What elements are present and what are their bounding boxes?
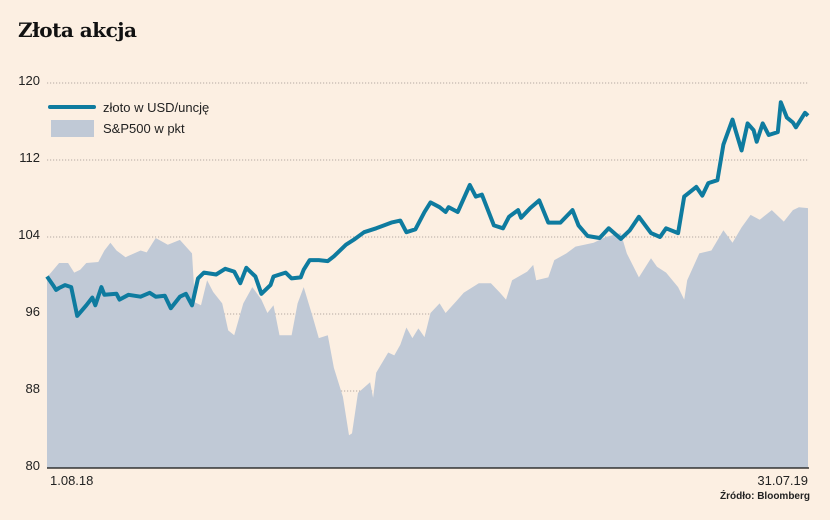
- chart-title: Złota akcja: [18, 18, 137, 42]
- legend-sp500-label: S&P500 w pkt: [103, 121, 185, 136]
- y-tick-label: 96: [26, 304, 40, 319]
- y-tick-label: 88: [26, 381, 40, 396]
- x-tick-label: 1.08.18: [50, 473, 93, 488]
- x-tick-label: 31.07.19: [757, 473, 808, 488]
- y-tick-label: 80: [26, 458, 40, 473]
- legend-gold-label: złoto w USD/uncję: [103, 100, 209, 115]
- legend: złoto w USD/uncję S&P500 w pkt: [48, 100, 209, 137]
- y-tick-label: 104: [18, 227, 40, 242]
- sp500-area: [47, 207, 808, 468]
- y-tick-label: 120: [18, 73, 40, 88]
- source-note: Źródło: Bloomberg: [720, 489, 810, 502]
- gold-line: [45, 100, 810, 318]
- y-tick-label: 112: [19, 150, 40, 165]
- legend-sp500-swatch: [51, 120, 94, 137]
